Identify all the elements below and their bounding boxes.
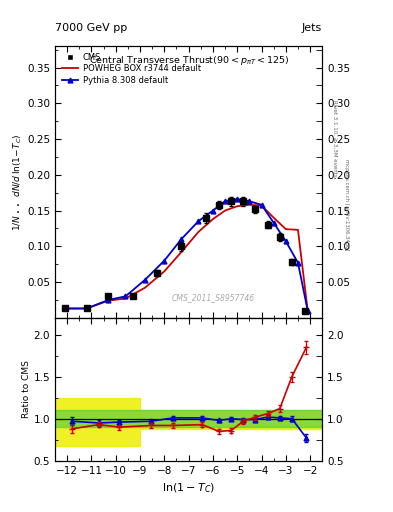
Text: Jets: Jets: [302, 23, 322, 33]
Bar: [140, 410, 322, 429]
Text: Central Transverse Thrust$(90 < p_{\pi T} < 125)$: Central Transverse Thrust$(90 < p_{\pi T…: [88, 54, 289, 67]
Legend: CMS, POWHEG BOX r3744 default, Pythia 8.308 default: CMS, POWHEG BOX r3744 default, Pythia 8.…: [59, 50, 203, 87]
Text: 7000 GeV pp: 7000 GeV pp: [55, 23, 127, 33]
Y-axis label: Ratio to CMS: Ratio to CMS: [22, 360, 31, 418]
Bar: [55, 398, 140, 445]
Text: mcplots.cern.ch [arXiv:1306.3436]: mcplots.cern.ch [arXiv:1306.3436]: [344, 159, 349, 250]
Text: CMS_2011_S8957746: CMS_2011_S8957746: [171, 293, 255, 302]
Y-axis label: $1/N_{\,\bullet\bullet}\;\; dN/d\,\ln(1\!-\!T_C)$: $1/N_{\,\bullet\bullet}\;\; dN/d\,\ln(1\…: [12, 133, 24, 231]
Bar: [55, 410, 322, 427]
Text: Rivet 3.1.10, ≥ 3.3M events: Rivet 3.1.10, ≥ 3.3M events: [332, 100, 337, 177]
X-axis label: $\ln(1-T_C)$: $\ln(1-T_C)$: [162, 481, 215, 495]
